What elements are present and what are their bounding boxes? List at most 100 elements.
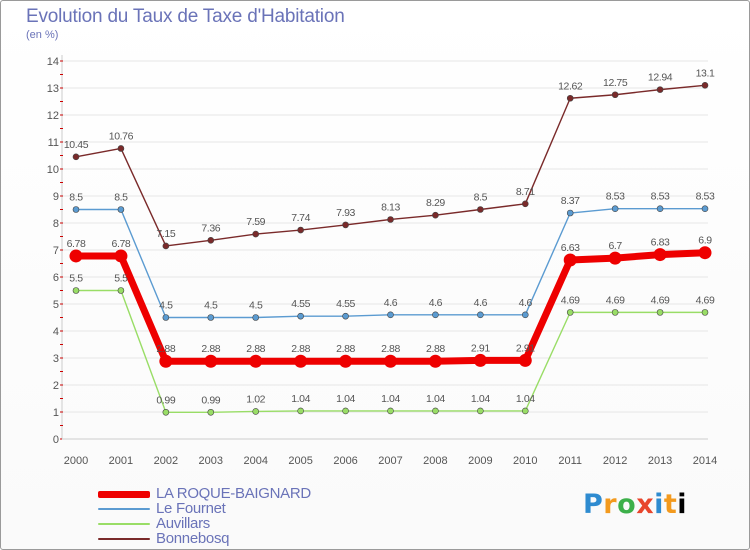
data-label-la-roque-baignard: 2.88 [381,343,400,355]
data-label-la-roque-baignard: 2.88 [201,343,220,355]
data-point-le-fournet [162,314,170,321]
legend-label: Auvillars [156,515,210,532]
x-tick-label: 2006 [333,455,357,467]
data-label-bonnebosq: 7.59 [246,216,265,228]
data-label-auvillars: 0.99 [201,394,220,406]
x-tick-label: 2011 [558,455,582,467]
data-point-bonnebosq [477,206,484,213]
y-tick-label: 0 [53,434,59,446]
data-label-bonnebosq: 10.45 [64,139,89,151]
data-label-auvillars: 1.04 [516,393,535,405]
y-tick-label: 14 [47,56,59,68]
data-point-le-fournet [207,314,215,321]
data-label-la-roque-baignard: 2.91 [516,342,535,354]
data-point-bonnebosq [432,211,439,219]
legend-label: LA ROQUE-BAIGNARD [156,485,311,502]
data-label-bonnebosq: 13.1 [696,67,715,79]
data-label-le-fournet: 8.5 [114,192,128,204]
data-point-la-roque-baignard [114,249,128,263]
x-tick-label: 2004 [243,455,267,467]
x-tick-label: 2001 [109,455,133,467]
x-tick-label: 2002 [154,455,178,467]
data-point-le-fournet [342,312,349,320]
legend-swatch [98,491,150,498]
x-tick-label: 2014 [693,455,717,467]
data-point-bonnebosq [701,82,709,89]
legend-label: Le Fournet [156,500,226,517]
x-tick-label: 2005 [288,455,312,467]
data-point-bonnebosq [207,236,215,244]
data-point-bonnebosq [72,153,80,161]
data-label-le-fournet: 4.6 [429,297,443,309]
data-label-auvillars: 4.69 [696,294,715,306]
data-label-bonnebosq: 12.94 [648,72,673,84]
data-label-bonnebosq: 12.75 [603,77,628,89]
data-label-la-roque-baignard: 6.78 [112,238,131,250]
legend-swatch [98,508,150,510]
data-label-le-fournet: 4.6 [474,297,488,309]
data-point-la-roque-baignard [518,353,532,367]
y-tick-label: 3 [53,353,59,365]
data-label-auvillars: 1.04 [336,393,355,405]
data-label-le-fournet: 8.53 [606,191,625,203]
data-label-bonnebosq: 8.5 [474,192,488,204]
chart-subtitle: (en %) [26,29,59,41]
data-point-le-fournet [297,312,304,320]
data-point-la-roque-baignard [428,354,442,368]
y-tick-label: 8 [53,218,59,230]
y-tick-label: 9 [53,191,59,203]
proxiti-logo: Proxiti [583,489,688,520]
data-point-le-fournet [477,311,484,319]
data-point-auvillars [252,408,260,415]
data-label-auvillars: 4.69 [561,294,580,306]
data-point-auvillars [342,407,349,415]
data-label-le-fournet: 4.6 [384,297,398,309]
data-point-auvillars [387,407,394,415]
data-point-la-roque-baignard [698,246,712,260]
data-label-la-roque-baignard: 6.78 [67,238,86,250]
data-point-auvillars [521,407,529,415]
data-label-bonnebosq: 7.15 [156,228,175,240]
x-tick-label: 2012 [603,455,627,467]
data-point-la-roque-baignard [204,354,218,368]
data-point-la-roque-baignard [339,354,353,368]
data-label-auvillars: 1.04 [426,393,445,405]
data-label-le-fournet: 4.5 [159,300,173,312]
x-tick-label: 2008 [423,455,447,467]
data-label-la-roque-baignard: 6.7 [608,240,622,252]
data-label-la-roque-baignard: 2.88 [156,343,175,355]
chart-title: Evolution du Taux de Taxe d'Habitation [26,6,345,27]
data-point-bonnebosq [566,94,574,102]
data-label-le-fournet: 8.53 [651,191,670,203]
data-point-auvillars [117,287,125,294]
y-tick-label: 10 [47,164,59,176]
data-label-le-fournet: 4.55 [336,298,355,310]
data-label-auvillars: 5.5 [114,273,128,285]
x-tick-label: 2010 [513,455,537,467]
y-tick-label: 12 [47,110,59,122]
data-point-le-fournet [387,311,394,319]
x-tick-label: 2009 [468,455,492,467]
data-label-bonnebosq: 7.36 [201,222,220,234]
data-point-bonnebosq [342,221,349,229]
data-point-auvillars [477,407,484,415]
data-label-la-roque-baignard: 6.63 [561,242,580,254]
data-point-la-roque-baignard [653,248,667,262]
y-tick-label: 4 [53,326,59,338]
data-point-bonnebosq [117,145,125,152]
data-point-bonnebosq [297,226,304,234]
data-label-auvillars: 5.5 [69,273,83,285]
y-tick-label: 11 [48,137,59,149]
data-point-la-roque-baignard [159,354,173,368]
data-label-le-fournet: 8.53 [696,191,715,203]
data-point-le-fournet [656,205,664,212]
data-label-le-fournet: 8.37 [561,195,580,207]
data-point-auvillars [656,309,664,316]
data-point-bonnebosq [611,91,619,99]
y-tick-label: 13 [47,83,59,95]
data-label-auvillars: 1.04 [381,393,400,405]
data-point-auvillars [432,407,439,415]
data-point-le-fournet [611,205,619,212]
data-point-le-fournet [432,311,439,319]
